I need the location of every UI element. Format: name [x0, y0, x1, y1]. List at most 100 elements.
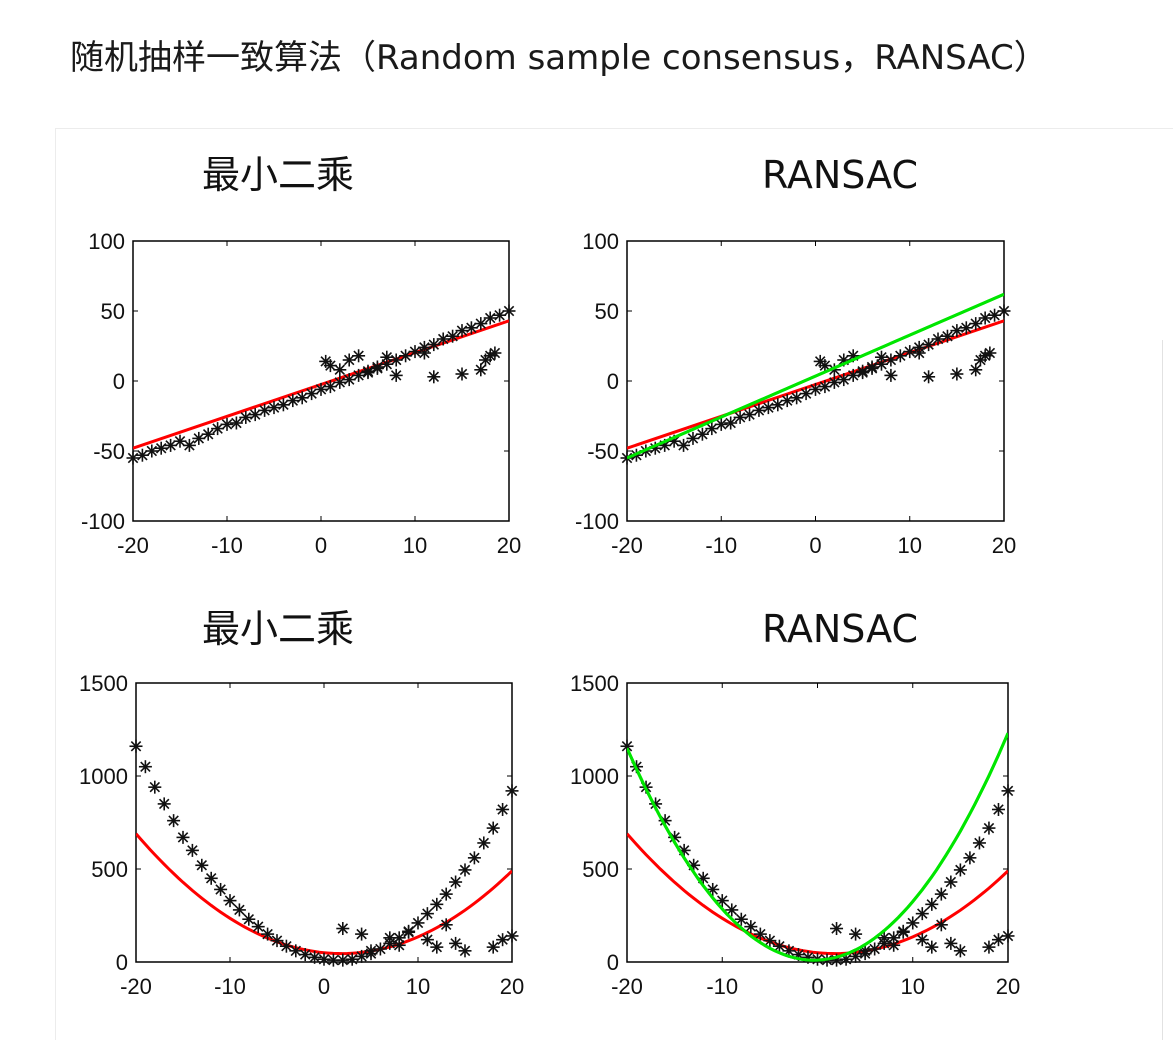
data-point — [983, 346, 997, 360]
data-point — [849, 927, 863, 941]
x-tick-label: -20 — [117, 533, 149, 558]
axes-box — [132, 240, 510, 522]
data-point — [963, 851, 977, 865]
data-point — [988, 308, 1002, 322]
data-point — [373, 942, 387, 956]
data-point — [801, 950, 815, 964]
data-point — [195, 858, 209, 872]
data-point — [251, 920, 265, 934]
data-point — [298, 948, 312, 962]
chart-title: RANSAC — [762, 607, 918, 651]
data-point — [780, 394, 794, 408]
y-tick-label: 0 — [607, 950, 619, 975]
data-point — [922, 370, 936, 384]
data-point — [417, 346, 431, 360]
y-tick-label: 100 — [582, 229, 619, 254]
data-point — [809, 382, 822, 396]
x-tick-label: -20 — [611, 533, 643, 558]
data-point — [185, 843, 199, 857]
data-point — [336, 953, 350, 967]
data-point — [286, 394, 300, 408]
data-point — [502, 304, 516, 318]
data-point — [912, 346, 926, 360]
chart-title: 最小二乘 — [202, 153, 354, 197]
data-point — [173, 434, 187, 448]
data-point — [488, 346, 502, 360]
y-tick-label: 500 — [582, 857, 619, 882]
data-point — [333, 363, 347, 377]
y-tick-label: 1500 — [79, 671, 128, 696]
y-tick-label: 1000 — [79, 764, 128, 789]
data-point — [295, 391, 309, 405]
data-point — [940, 329, 954, 343]
x-tick-label: 20 — [992, 533, 1016, 558]
x-tick-label: 0 — [318, 974, 330, 999]
data-point — [753, 927, 767, 941]
page-heading: 随机抽样一致算法（Random sample consensus，RANSAC） — [70, 38, 1048, 78]
y-tick-label: 0 — [113, 369, 125, 394]
data-point — [925, 940, 939, 954]
data-point — [934, 918, 948, 932]
data-point — [258, 403, 272, 417]
data-point — [458, 863, 472, 877]
data-point — [865, 360, 879, 374]
data-point — [953, 863, 967, 877]
data-point — [204, 871, 218, 885]
data-point — [352, 349, 366, 363]
data-point — [1001, 929, 1015, 943]
axes-box — [135, 682, 513, 963]
data-point — [790, 391, 804, 405]
y-tick-label: 0 — [607, 369, 619, 394]
data-point — [972, 836, 986, 850]
data-point — [157, 797, 171, 811]
data-point — [355, 949, 369, 963]
data-point — [167, 814, 181, 828]
x-tick-label: 0 — [809, 533, 821, 558]
x-tick-label: 10 — [901, 974, 925, 999]
least-squares-fit-curve — [136, 832, 512, 956]
data-point — [978, 311, 992, 325]
data-point — [991, 802, 1005, 816]
data-point — [725, 903, 739, 917]
data-point — [420, 907, 434, 921]
data-point — [953, 944, 967, 958]
x-tick-label: -10 — [211, 533, 243, 558]
data-point — [370, 360, 384, 374]
data-point — [830, 922, 844, 936]
data-point — [342, 373, 356, 387]
ransac-fit-line-overlay — [627, 292, 1004, 460]
data-point — [837, 373, 851, 387]
data-point — [934, 887, 948, 901]
data-point — [991, 933, 1005, 947]
data-point — [733, 410, 747, 424]
least-squares-fit-curve — [627, 832, 1008, 956]
data-point — [474, 317, 488, 331]
x-tick-label: -20 — [120, 974, 152, 999]
data-point — [505, 784, 519, 798]
y-tick-label: -100 — [575, 509, 619, 534]
data-point — [827, 375, 841, 389]
data-point — [148, 780, 162, 794]
data-point — [969, 363, 983, 377]
data-point — [997, 304, 1011, 318]
data-point — [383, 931, 397, 945]
data-point — [214, 882, 228, 896]
ransac-fit-curve-overlay — [627, 732, 1008, 962]
data-point — [446, 329, 460, 343]
data-point — [724, 416, 738, 430]
data-point — [439, 887, 453, 901]
x-tick-label: 10 — [403, 533, 427, 558]
x-tick-label: -20 — [611, 974, 643, 999]
data-point — [317, 952, 331, 966]
data-point — [884, 368, 898, 382]
y-tick-label: 0 — [116, 950, 128, 975]
data-point — [308, 950, 322, 964]
data-point — [261, 927, 275, 941]
data-point — [182, 438, 196, 452]
data-point — [314, 382, 328, 396]
data-point — [336, 922, 350, 936]
data-point — [752, 403, 766, 417]
data-point — [129, 739, 143, 753]
data-point — [931, 332, 945, 346]
